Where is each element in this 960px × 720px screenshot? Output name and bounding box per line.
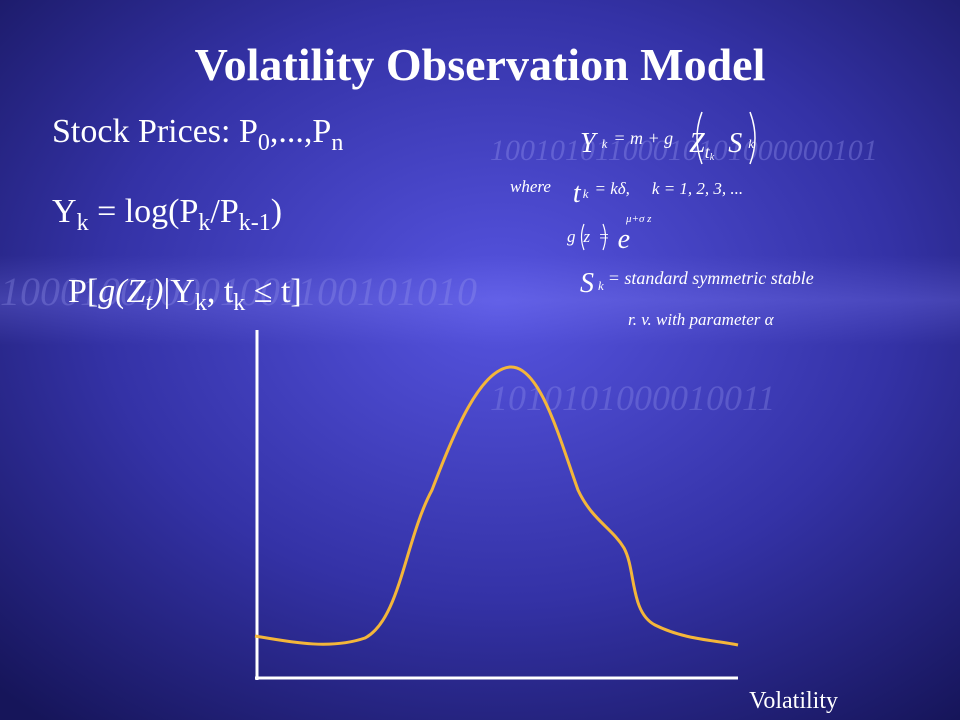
text: = m + g bbox=[613, 128, 673, 148]
title: Volatility Observation Model bbox=[195, 39, 766, 90]
subscript: k-1 bbox=[239, 210, 271, 236]
text: k = 1, 2, 3, ... bbox=[652, 179, 743, 198]
subscript: k bbox=[598, 278, 604, 293]
background-digits: 1010101000010011 bbox=[490, 378, 775, 418]
subscript: 0 bbox=[258, 130, 270, 156]
text: t bbox=[573, 178, 582, 209]
text: Y bbox=[52, 193, 77, 230]
subscript: k bbox=[195, 290, 207, 316]
background-digits: 10010101100010101000000101 bbox=[490, 134, 878, 167]
subscript: k bbox=[748, 136, 754, 151]
text: g(Z bbox=[98, 273, 146, 310]
background-band bbox=[0, 255, 960, 345]
paren bbox=[580, 223, 585, 251]
density-curve bbox=[254, 365, 739, 647]
paren bbox=[696, 111, 703, 165]
text: , t bbox=[207, 273, 234, 310]
background-digits: 100010010001001100101010 bbox=[0, 269, 477, 314]
text: = bbox=[598, 227, 609, 246]
subscript: k bbox=[583, 186, 589, 201]
subscript: k bbox=[77, 210, 89, 236]
text: ≤ t] bbox=[245, 273, 301, 310]
text: |Y bbox=[163, 273, 194, 310]
formula-line: Stock Prices: P0,...,Pn bbox=[52, 113, 343, 156]
text: ) bbox=[271, 193, 282, 230]
text: g bbox=[567, 227, 576, 246]
text: = standard symmetric stable bbox=[608, 268, 814, 288]
text: Stock Prices: P bbox=[52, 113, 258, 150]
paren bbox=[749, 111, 756, 165]
subscript: t bbox=[705, 142, 711, 162]
formula: r. v. with parameter α bbox=[628, 310, 775, 329]
paren bbox=[602, 223, 607, 251]
formula: g z = eμ+σ z bbox=[567, 213, 652, 255]
text: z bbox=[583, 227, 591, 246]
superscript: μ+σ z bbox=[625, 213, 652, 225]
subscript: k bbox=[233, 290, 245, 316]
formula-line: P[g(Zt)|Yk, tk ≤ t] bbox=[68, 273, 302, 316]
text: ,...,P bbox=[270, 113, 331, 150]
text: where bbox=[510, 177, 551, 196]
x-axis-label: Volatility bbox=[749, 688, 838, 714]
text: Y bbox=[580, 128, 599, 159]
text: ) bbox=[150, 273, 163, 310]
subscript: k bbox=[198, 210, 210, 236]
text: = kδ, bbox=[594, 179, 629, 198]
subscript: k bbox=[710, 152, 715, 163]
subscript: k bbox=[602, 136, 608, 151]
text: /P bbox=[210, 193, 238, 230]
text: S bbox=[728, 128, 742, 159]
text: = log(P bbox=[89, 193, 199, 230]
text: S bbox=[580, 268, 594, 299]
text: e bbox=[618, 224, 630, 255]
subscript: t bbox=[145, 290, 153, 316]
formula: where t k = kδ, k = 1, 2, 3, ... bbox=[510, 177, 743, 209]
text: P[ bbox=[68, 273, 98, 310]
formula-line: Yk = log(Pk/Pk-1) bbox=[52, 193, 282, 236]
subscript: n bbox=[331, 130, 343, 156]
